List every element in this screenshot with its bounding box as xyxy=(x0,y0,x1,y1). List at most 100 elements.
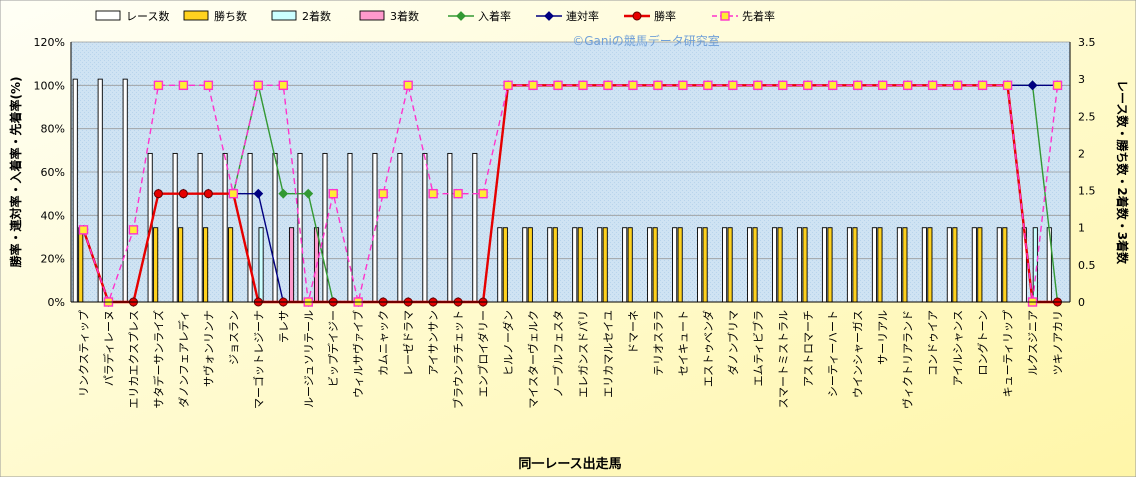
bar xyxy=(397,152,403,303)
x-tick-label: ブラウンラチェット xyxy=(451,310,465,409)
line-point xyxy=(778,80,788,91)
bar xyxy=(677,227,683,303)
lines xyxy=(78,80,1063,307)
bar xyxy=(652,227,658,303)
x-tick-label: アストロマーチ xyxy=(802,310,815,387)
line-point xyxy=(178,80,189,91)
bar xyxy=(153,227,159,303)
y-tick-label-left: 20% xyxy=(41,253,65,266)
bar xyxy=(927,227,933,303)
line-point xyxy=(977,80,988,91)
line-point xyxy=(703,80,713,91)
bar xyxy=(877,227,883,303)
series-line xyxy=(82,84,1059,305)
line-point xyxy=(503,80,513,91)
x-tick-label: マイスターヴェルク xyxy=(526,310,540,409)
x-tick-label: アイサンサン xyxy=(427,310,440,375)
bar xyxy=(977,227,983,303)
line-point xyxy=(1052,80,1063,91)
x-tick-label: キューティリップ xyxy=(1002,310,1015,397)
x-tick-label: サーリアル xyxy=(877,310,890,365)
bar xyxy=(896,227,902,303)
x-tick-label: テレサ xyxy=(277,310,290,343)
y-tick-label-left: 80% xyxy=(41,123,65,136)
legend-swatch xyxy=(95,10,121,21)
bar xyxy=(952,227,958,303)
line-point xyxy=(203,189,213,199)
watermark: ©Ganiの競馬データ研究室 xyxy=(572,33,720,48)
y-tick-label-right: 0.5 xyxy=(1078,259,1096,272)
line-point xyxy=(853,80,863,91)
legend-label: 2着数 xyxy=(302,9,331,23)
x-tick-label: サタデーサンライズ xyxy=(151,310,165,408)
line-point xyxy=(528,80,538,91)
bar xyxy=(796,227,803,303)
x-tick-label: ジョスラン xyxy=(227,310,240,365)
legend-marker xyxy=(544,11,554,21)
bar xyxy=(288,227,295,303)
x-tick-label: シーティーハート xyxy=(827,310,840,397)
line-point xyxy=(203,80,214,91)
bar xyxy=(697,227,703,303)
y-tick-label-left: 100% xyxy=(34,79,65,92)
bar xyxy=(527,227,533,303)
legend-label: レース数 xyxy=(126,10,169,23)
x-tick-label: カムニャック xyxy=(377,310,390,376)
bar xyxy=(902,227,908,303)
axes: 0% 20% 40% 60% 80% 100% 120% 0 0.5 1 1.5 2 2.5 3 3.5 リン… xyxy=(34,36,1096,409)
bar xyxy=(97,78,103,303)
x-tick-label: ルージュソリテール xyxy=(302,310,315,408)
legend-marker xyxy=(456,11,466,21)
line-point xyxy=(228,188,239,199)
line-point xyxy=(753,80,763,91)
x-tick-label: ウィルサヴァイブ xyxy=(351,310,365,398)
y-axis-right-title: レース数・勝ち数・2着数・3着数 xyxy=(1115,80,1130,265)
bar xyxy=(78,227,84,303)
bar xyxy=(752,227,758,303)
x-tick-label: アイルシャンス xyxy=(952,310,965,386)
bar xyxy=(547,227,553,303)
x-tick-label: ツキノアカリ xyxy=(1052,310,1065,375)
line-point xyxy=(378,188,388,199)
bar xyxy=(552,227,558,303)
bar xyxy=(472,152,478,303)
legend-label: 入着率 xyxy=(478,9,511,23)
line-point xyxy=(153,80,164,91)
line-point xyxy=(153,189,163,199)
bar xyxy=(921,227,927,303)
line-point xyxy=(1002,80,1013,91)
line-point xyxy=(478,188,488,199)
bar xyxy=(122,78,128,303)
x-tick-label: ルクスジニア xyxy=(1027,310,1040,376)
bar xyxy=(702,227,708,303)
x-tick-label: スマートミストラル xyxy=(777,310,790,409)
x-tick-label: ヒルノーダン xyxy=(501,310,515,376)
x-tick-label: パラディレーヌ xyxy=(101,310,115,386)
x-tick-label: ノーブルフェスタ xyxy=(551,310,565,397)
bar xyxy=(821,227,828,303)
line-point xyxy=(578,80,588,91)
legend-label: 連対率 xyxy=(566,9,599,23)
bar xyxy=(672,227,678,303)
bar xyxy=(727,227,733,303)
line-point xyxy=(603,80,613,91)
x-tick-label: セイキュート xyxy=(677,310,690,376)
bar xyxy=(347,152,353,303)
line-point xyxy=(303,188,314,199)
y-tick-label-right: 2 xyxy=(1078,147,1085,160)
legend-swatch xyxy=(271,10,297,21)
bar xyxy=(996,227,1002,303)
line-point xyxy=(78,225,89,235)
x-tick-label: エレガンスドパリ xyxy=(577,310,590,398)
x-tick-label: ロングトーン xyxy=(976,310,990,375)
line-point xyxy=(628,80,638,91)
line-point xyxy=(877,80,888,91)
bar xyxy=(827,227,833,303)
y-tick-label-right: 0 xyxy=(1078,296,1085,309)
bar xyxy=(597,227,603,303)
x-tick-label: ダノンフェアレディ xyxy=(176,310,190,408)
bar xyxy=(627,227,633,303)
line-point xyxy=(678,80,688,91)
